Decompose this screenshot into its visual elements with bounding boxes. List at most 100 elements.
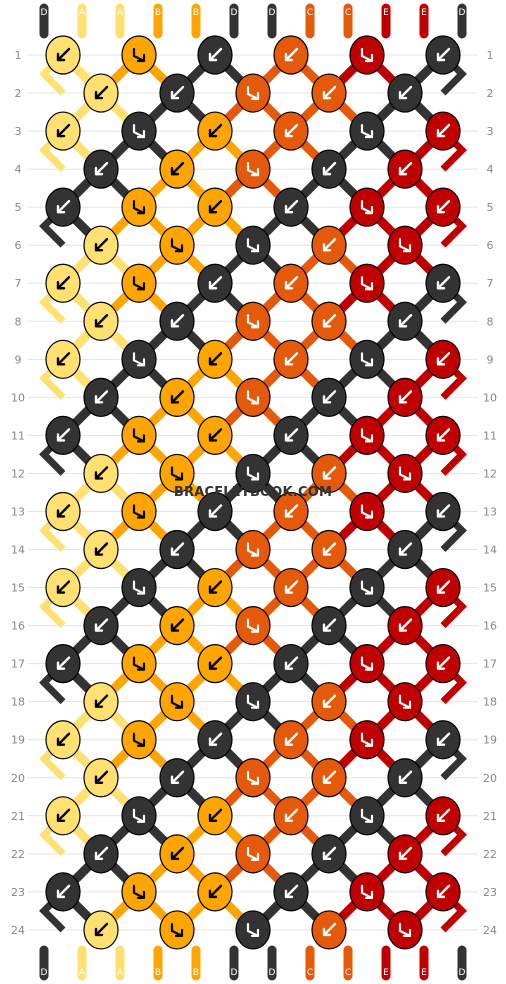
- row-label-right: 1: [487, 49, 494, 62]
- row-label-left: 4: [15, 163, 22, 176]
- arrow-se-turn-icon: [246, 846, 260, 861]
- arrow-sw-icon: [436, 352, 451, 366]
- knot: [45, 796, 81, 836]
- knot-body: [349, 720, 385, 760]
- knot: [197, 263, 233, 303]
- arrow-se-turn-icon: [360, 808, 374, 823]
- row-label-right: 5: [487, 201, 494, 214]
- arrow-sw-icon: [56, 47, 71, 62]
- arrow-se-turn-icon: [132, 504, 146, 519]
- knot: [83, 682, 119, 722]
- row-label-right: 2: [487, 87, 494, 100]
- knot: [425, 567, 461, 608]
- knot: [349, 491, 385, 532]
- arrow-sw-icon: [170, 314, 185, 328]
- knot: [235, 225, 271, 265]
- knot: [83, 758, 119, 798]
- knot-body: [387, 682, 423, 722]
- arrow-se-turn-icon: [360, 732, 374, 747]
- knot: [121, 111, 157, 151]
- arrow-se-turn-icon: [246, 238, 260, 253]
- row-label-left: 11: [11, 429, 25, 442]
- bottom-strand-label: D: [41, 968, 48, 978]
- arrow-se-turn-icon: [360, 276, 374, 291]
- knot: [311, 73, 347, 113]
- knot: [387, 529, 423, 570]
- knot: [311, 149, 347, 189]
- knot-body: [387, 453, 423, 494]
- arrow-sw-icon: [94, 618, 109, 632]
- knot: [197, 567, 233, 608]
- arrow-se-turn-icon: [132, 352, 146, 367]
- knot: [311, 682, 347, 722]
- knot-body: [121, 111, 157, 151]
- knot: [387, 377, 423, 417]
- arrow-sw-icon: [284, 352, 299, 366]
- arrow-se-turn-icon: [170, 466, 184, 481]
- knot-body: [235, 758, 271, 798]
- arrow-sw-icon: [56, 123, 71, 138]
- bottom-strand-label: A: [79, 968, 86, 978]
- knot-body: [387, 910, 423, 950]
- arrow-sw-icon: [436, 884, 451, 899]
- knot: [159, 910, 195, 950]
- knot: [425, 35, 461, 75]
- top-strand-label: E: [383, 8, 389, 18]
- top-strand-label: A: [117, 8, 124, 18]
- arrow-sw-icon: [284, 276, 299, 290]
- arrow-se-turn-icon: [398, 238, 412, 253]
- arrow-sw-icon: [436, 504, 451, 518]
- knot-body: [235, 73, 271, 113]
- knot-body: [235, 149, 271, 189]
- knot: [197, 644, 233, 684]
- knot: [83, 377, 119, 417]
- row-label-left: 8: [15, 315, 22, 328]
- row-label-left: 17: [11, 658, 25, 671]
- arrow-se-turn-icon: [132, 428, 146, 443]
- knot: [311, 834, 347, 874]
- row-label-right: 18: [483, 696, 497, 709]
- knot: [425, 720, 461, 760]
- row-label-left: 13: [11, 505, 25, 518]
- knot: [45, 35, 81, 75]
- knot: [159, 453, 195, 494]
- bottom-strand-label: B: [193, 968, 199, 978]
- knot: [273, 796, 309, 836]
- arrow-sw-icon: [322, 770, 337, 784]
- arrow-sw-icon: [170, 390, 185, 404]
- row-label-right: 16: [483, 620, 497, 633]
- arrow-sw-icon: [436, 580, 451, 594]
- arrow-sw-icon: [322, 161, 337, 176]
- knot: [273, 263, 309, 303]
- knot: [311, 225, 347, 265]
- bottom-strand-label: A: [117, 968, 124, 978]
- top-strand-label: D: [41, 8, 48, 18]
- arrow-se-turn-icon: [246, 770, 260, 785]
- knot: [235, 377, 271, 417]
- arrow-sw-icon: [284, 732, 299, 746]
- knot: [273, 872, 309, 912]
- watermark: BRACELETBOOK.COM: [174, 485, 332, 500]
- knot: [45, 872, 81, 912]
- knot: [235, 453, 271, 494]
- arrow-se-turn-icon: [398, 922, 412, 938]
- knot: [311, 529, 347, 570]
- arrow-sw-icon: [398, 846, 413, 861]
- knot-body: [159, 682, 195, 722]
- knot: [45, 720, 81, 760]
- knot: [349, 263, 385, 303]
- knot-body: [349, 796, 385, 836]
- knot: [349, 111, 385, 151]
- knot-body: [121, 796, 157, 836]
- knot: [425, 491, 461, 532]
- knot: [83, 73, 119, 113]
- knot-body: [235, 453, 271, 494]
- knot-body: [349, 872, 385, 912]
- arrow-se-turn-icon: [360, 200, 374, 215]
- knot: [197, 720, 233, 760]
- knot: [349, 35, 385, 75]
- arrow-sw-icon: [56, 352, 71, 366]
- arrow-sw-icon: [208, 352, 223, 366]
- knot-body: [121, 35, 157, 75]
- top-strand-label: B: [193, 8, 199, 18]
